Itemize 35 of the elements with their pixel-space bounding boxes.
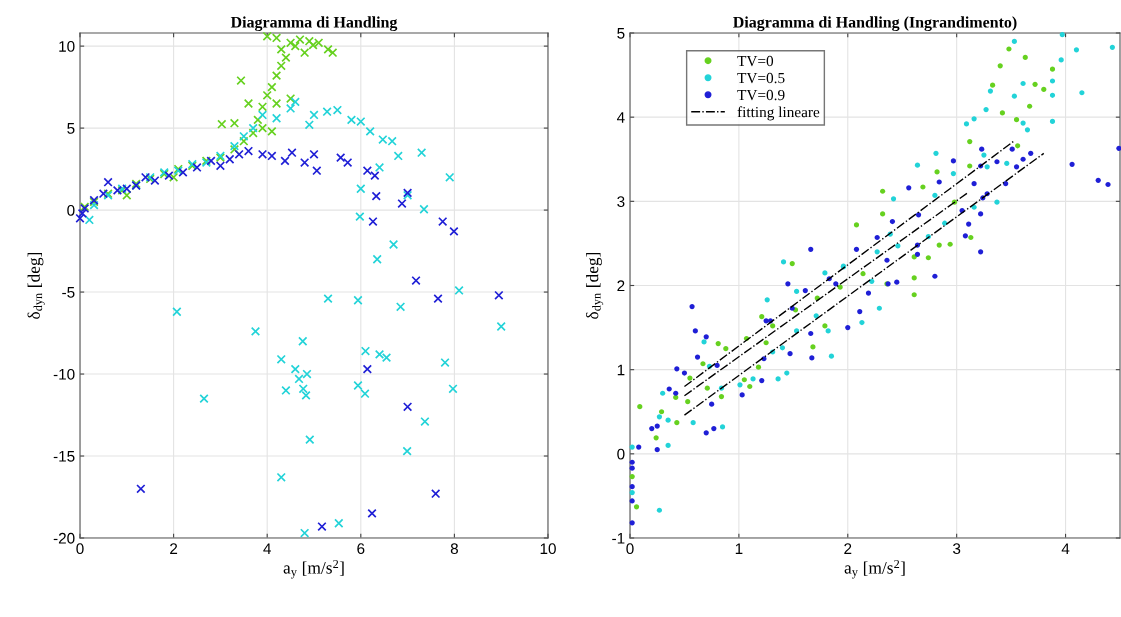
legend-label: TV=0.5 bbox=[737, 72, 785, 84]
y-tick-label: 2 bbox=[617, 280, 625, 292]
legend-label: fitting lineare bbox=[737, 106, 820, 121]
x-tick-label: 6 bbox=[357, 543, 365, 555]
x-tick-label: 1 bbox=[735, 543, 743, 554]
y-tick-label: -20 bbox=[53, 532, 75, 544]
y-tick-label: 10 bbox=[59, 40, 75, 52]
y-tick-label: 1 bbox=[617, 364, 625, 376]
x-tick-label: 8 bbox=[450, 543, 458, 555]
y-tick-label: 4 bbox=[616, 112, 625, 123]
y-tick-label: 0 bbox=[617, 448, 625, 460]
x-tick-label: 4 bbox=[263, 543, 271, 554]
x-tick-label: 0 bbox=[76, 543, 84, 555]
x-axis-title: a$_{y}$ [m/s$^{2}$] bbox=[844, 559, 905, 579]
y-axis-title: δ$_{dyn}$ [deg] bbox=[586, 252, 604, 319]
y-tick-label: -15 bbox=[53, 451, 75, 462]
x-axis-title: a$_{y}$ [m/s$^{2}$] bbox=[283, 559, 344, 579]
y-tick-label: 0 bbox=[67, 204, 75, 216]
y-tick-label: -1 bbox=[612, 533, 625, 544]
y-tick-label: 5 bbox=[67, 123, 75, 134]
y-tick-label: 3 bbox=[617, 196, 625, 208]
legend-label: TV=0 bbox=[737, 55, 774, 67]
x-tick-label: 2 bbox=[170, 543, 178, 554]
y-tick-label: -10 bbox=[53, 368, 75, 380]
x-tick-label: 10 bbox=[540, 543, 556, 555]
x-tick-label: 2 bbox=[844, 543, 852, 554]
chart-title: Diagramma di Handling (Ingrandimento) bbox=[733, 16, 1017, 31]
legend-label: TV=0.9 bbox=[737, 89, 785, 101]
y-tick-label: 5 bbox=[617, 28, 625, 39]
x-tick-label: 4 bbox=[1061, 543, 1070, 554]
x-tick-label: 3 bbox=[953, 543, 961, 555]
x-tick-label: 0 bbox=[626, 543, 634, 555]
chart-title: Diagramma di Handling bbox=[230, 16, 398, 31]
y-axis-title: δ$_{dyn}$ [deg] bbox=[27, 252, 45, 319]
y-tick-label: -5 bbox=[62, 287, 75, 298]
